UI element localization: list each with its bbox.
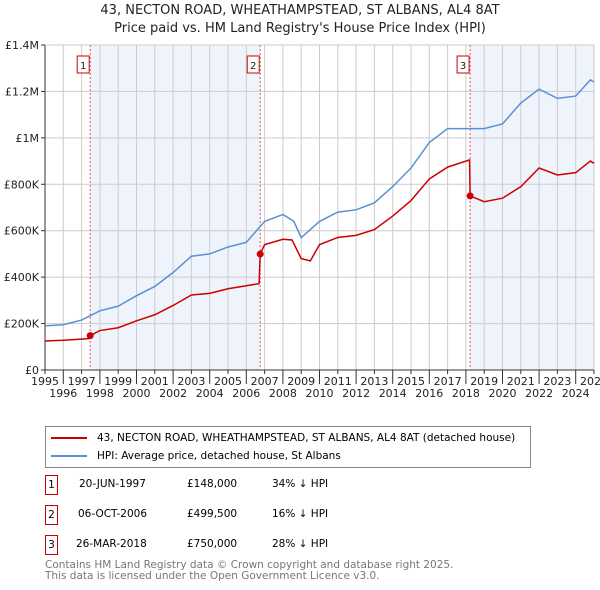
- sale-marker-box: 3: [45, 535, 58, 555]
- x-tick-label: 2004: [196, 387, 224, 400]
- x-tick-label: 2006: [232, 387, 260, 400]
- footer-line-2: This data is licensed under the Open Gov…: [45, 570, 380, 582]
- sale-row: 2 06-OCT-2006 £499,500 16% ↓ HPI: [45, 505, 445, 525]
- x-tick-label: 2019: [470, 375, 498, 388]
- hpi-line: [44, 78, 595, 327]
- sale-point: [256, 250, 264, 258]
- x-tick-label: 2003: [177, 375, 205, 388]
- footer: Contains HM Land Registry data © Crown c…: [45, 560, 453, 582]
- x-tick-label: 2024: [562, 387, 590, 400]
- x-tick-label: 2017: [434, 375, 462, 388]
- x-tick-label: 2021: [507, 375, 535, 388]
- x-tick-label: 1995: [31, 375, 59, 388]
- legend-blue-line-icon: [51, 455, 87, 457]
- y-tick-label: £0: [25, 364, 39, 377]
- sale-row: 1 20-JUN-1997 £148,000 34% ↓ HPI: [45, 475, 445, 495]
- sale-label: 2: [250, 61, 256, 72]
- x-tick-label: 2011: [324, 375, 352, 388]
- y-tick-label: £1M: [16, 132, 40, 145]
- x-tick-label: 1996: [49, 387, 77, 400]
- x-tick-label: 2009: [287, 375, 315, 388]
- sale-date: 06-OCT-2006: [78, 508, 147, 520]
- sale-label-box: [456, 55, 470, 74]
- sale-label: 1: [80, 61, 86, 72]
- sale-marker-box: 2: [45, 505, 58, 525]
- sale-date: 20-JUN-1997: [79, 478, 146, 490]
- sale-row: 3 26-MAR-2018 £750,000 28% ↓ HPI: [45, 535, 445, 555]
- shaded-region: [90, 45, 261, 370]
- x-tick-label: 2023: [543, 375, 571, 388]
- x-tick-label: 2014: [379, 387, 407, 400]
- sale-label-box: [76, 55, 90, 74]
- x-tick-label: 2022: [525, 387, 553, 400]
- sale-price: £499,500: [187, 508, 238, 520]
- property-price-line: [44, 158, 595, 342]
- x-tick-label: 2001: [141, 375, 169, 388]
- x-tick-label: 2025: [580, 375, 600, 388]
- x-tick-label: 2000: [123, 387, 151, 400]
- x-tick-label: 2010: [306, 387, 334, 400]
- sale-label-box: [246, 55, 260, 74]
- sale-label: 3: [460, 61, 466, 72]
- legend-property: 43, NECTON ROAD, WHEATHAMPSTEAD, ST ALBA…: [97, 432, 516, 444]
- sale-hpi-diff: 16% ↓ HPI: [272, 508, 329, 520]
- shaded-region: [470, 45, 594, 370]
- legend-hpi: HPI: Average price, detached house, St A…: [97, 450, 341, 462]
- sale-point: [466, 192, 474, 200]
- x-tick-label: 2015: [397, 375, 425, 388]
- sale-hpi-diff: 34% ↓ HPI: [272, 478, 329, 490]
- legend: 43, NECTON ROAD, WHEATHAMPSTEAD, ST ALBA…: [45, 426, 531, 468]
- x-tick-label: 2012: [342, 387, 370, 400]
- sale-price: £750,000: [187, 538, 238, 550]
- y-tick-label: £400K: [4, 271, 40, 284]
- x-tick-label: 1999: [104, 375, 132, 388]
- footer-line-1: Contains HM Land Registry data © Crown c…: [45, 559, 454, 571]
- chart-title: 43, NECTON ROAD, WHEATHAMPSTEAD, ST ALBA…: [100, 3, 500, 18]
- chart-subtitle: Price paid vs. HM Land Registry's House …: [114, 21, 486, 36]
- y-tick-label: £200K: [4, 318, 40, 331]
- x-tick-label: 2007: [251, 375, 279, 388]
- legend-red-line-icon: [51, 437, 87, 439]
- x-tick-label: 1997: [68, 375, 96, 388]
- y-tick-label: £1.2M: [5, 85, 39, 98]
- x-tick-label: 2005: [214, 375, 242, 388]
- x-tick-label: 2020: [489, 387, 517, 400]
- y-tick-label: £600K: [4, 225, 40, 238]
- x-tick-label: 2002: [159, 387, 187, 400]
- price-chart: 1995199619971998199920002001200220032004…: [4, 39, 600, 400]
- x-tick-label: 2016: [415, 387, 443, 400]
- sale-hpi-diff: 28% ↓ HPI: [272, 538, 329, 550]
- sale-price: £148,000: [187, 478, 238, 490]
- x-tick-label: 2013: [360, 375, 388, 388]
- sale-marker-box: 1: [45, 475, 58, 495]
- y-tick-label: £1.4M: [5, 39, 39, 52]
- sale-date: 26-MAR-2018: [76, 538, 147, 550]
- x-tick-label: 2018: [452, 387, 480, 400]
- x-tick-label: 2008: [269, 387, 297, 400]
- sale-point: [86, 332, 94, 340]
- y-tick-label: £800K: [4, 178, 40, 191]
- x-tick-label: 1998: [86, 387, 114, 400]
